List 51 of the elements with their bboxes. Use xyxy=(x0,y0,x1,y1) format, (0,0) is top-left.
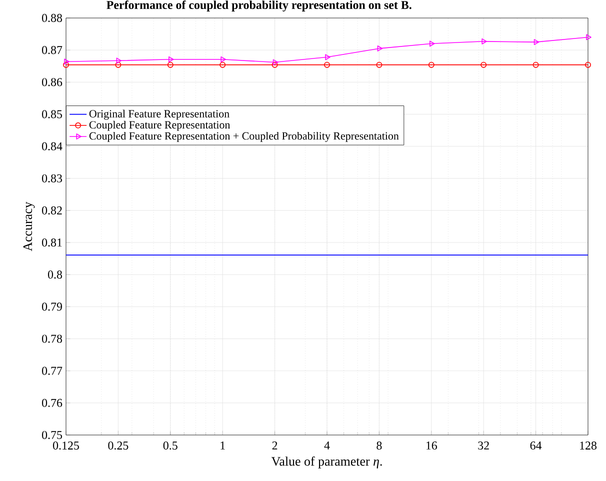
legend-label: Original Feature Representation xyxy=(89,110,230,120)
y-tick-label: 0.75 xyxy=(42,430,62,440)
x-tick-label: 16 xyxy=(426,442,438,450)
point xyxy=(167,62,174,68)
point xyxy=(428,62,434,68)
y-tick-label: 0.85 xyxy=(42,110,62,118)
y-tick-label: 0.77 xyxy=(42,366,62,375)
y-tick-label: 0.78 xyxy=(42,334,62,343)
y-tick-label: 0.79 xyxy=(42,302,62,311)
y-tick-label: 0.82 xyxy=(42,206,62,215)
y-tick-label: 0.88 xyxy=(42,14,62,22)
y-tick-label: 0.83 xyxy=(42,174,62,182)
point xyxy=(376,62,382,68)
legend-label: Coupled Feature Representation + Coupled Probability Representation xyxy=(89,132,399,142)
y-tick-label: 0.81 xyxy=(42,238,62,247)
x-tick-label: 0.5 xyxy=(163,442,178,450)
point xyxy=(480,62,487,68)
x-tick-label: 0.25 xyxy=(108,442,128,450)
point xyxy=(220,56,226,62)
point xyxy=(377,45,383,52)
point xyxy=(534,39,540,46)
point xyxy=(115,62,122,68)
point xyxy=(482,38,487,44)
y-tick-label: 0.76 xyxy=(42,398,62,407)
x-tick-label: 64 xyxy=(530,442,542,450)
point xyxy=(272,62,278,68)
point xyxy=(324,62,330,68)
legend-label: Coupled Feature Representation xyxy=(89,120,230,131)
point xyxy=(220,62,226,68)
x-tick-label: 4 xyxy=(324,442,330,450)
y-tick-label: 0.84 xyxy=(42,142,62,150)
point xyxy=(168,56,174,62)
y-tick-label: 0.87 xyxy=(42,46,62,54)
point xyxy=(586,34,592,40)
x-axis-title: Value of parameter η. xyxy=(271,456,382,468)
x-tick-label: 128 xyxy=(580,442,596,450)
point xyxy=(272,59,278,66)
y-tick-label: 0.86 xyxy=(42,78,62,86)
point xyxy=(430,40,435,47)
point xyxy=(325,54,330,60)
x-tick-label: 2 xyxy=(272,442,278,450)
chart-title: Performance of coupled probability representation on set B. xyxy=(106,0,412,12)
x-tick-label: 32 xyxy=(478,442,489,450)
point xyxy=(532,62,539,68)
y-axis-title: Accuracy xyxy=(23,202,35,252)
x-tick-label: 8 xyxy=(376,442,382,450)
x-tick-label: 0.125 xyxy=(53,442,79,450)
y-tick-label: 0.8 xyxy=(48,270,62,279)
point xyxy=(116,58,122,64)
point xyxy=(64,58,70,65)
x-tick-label: 1 xyxy=(220,442,225,450)
